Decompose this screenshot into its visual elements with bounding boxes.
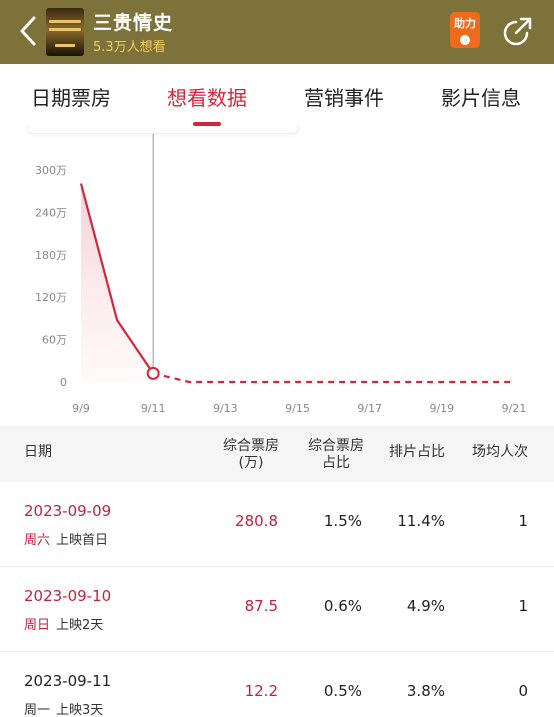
row-day-info: 周一 上映3天 [24, 703, 104, 717]
table-row[interactable]: 2023-09-09 周六 上映首日 280.8 1.5% 11.4% 1 [0, 482, 554, 567]
table-row[interactable]: 2023-09-11 周一 上映3天 12.2 0.5% 3.8% 0 [0, 652, 554, 717]
y-tick-label: 0 [60, 376, 67, 389]
y-tick-label: 300万 [35, 164, 67, 177]
share-icon [503, 17, 532, 46]
row-date: 2023-09-11 [24, 672, 112, 690]
share-button[interactable] [501, 14, 535, 48]
series-line [79, 183, 155, 374]
tab-bar: 日期票房 想看数据 营销事件 影片信息 [0, 64, 554, 126]
movie-title: 三贵情史 [93, 12, 174, 34]
th-avg-attendance: 场均人次 [472, 444, 528, 460]
th-box-share: 综合票房 占比 [308, 438, 364, 471]
x-tick-label: 9/19 [429, 402, 454, 415]
top-bar: 三贵情史 5.3万人想看 助力 [0, 0, 554, 64]
table-row[interactable]: 2023-09-10 周日 上映2天 87.5 0.6% 4.9% 1 [0, 567, 554, 652]
x-tick-label: 9/11 [141, 402, 166, 415]
th-box-office: 综合票房 (万) [223, 438, 279, 471]
box-office-line-chart[interactable]: 300万 240万 180万 120万 60万 0 9/9 9/11 9/13 9/15 9/17… [0, 126, 554, 426]
chart-tooltip-card [27, 126, 299, 134]
tab-film-info[interactable]: 影片信息 [441, 86, 521, 110]
boost-icon [460, 35, 470, 45]
x-tick-label: 9/15 [285, 402, 310, 415]
row-avg-attendance: 1 [518, 512, 528, 530]
x-tick-label: 9/13 [213, 402, 238, 415]
row-date: 2023-09-10 [24, 587, 112, 605]
row-screen-share: 11.4% [397, 512, 445, 530]
row-date: 2023-09-09 [24, 502, 112, 520]
y-tick-label: 120万 [35, 291, 67, 304]
series-line-forecast [152, 372, 514, 384]
chevron-left-icon [20, 16, 36, 46]
data-point-highlight[interactable] [146, 366, 160, 380]
y-tick-label: 240万 [35, 206, 67, 219]
row-box-office: 12.2 [244, 682, 278, 700]
boost-button[interactable]: 助力 [450, 12, 480, 48]
row-box-share: 1.5% [323, 512, 362, 530]
boost-label: 助力 [454, 17, 476, 30]
x-tick-label: 9/17 [357, 402, 382, 415]
th-date: 日期 [24, 444, 52, 460]
tab-marketing-events[interactable]: 营销事件 [304, 86, 384, 110]
row-day-info: 周六 上映首日 [24, 533, 109, 548]
y-tick-label: 180万 [35, 249, 67, 262]
th-screen-share: 排片占比 [389, 444, 445, 460]
box-office-table: 日期 综合票房 (万) 综合票房 占比 排片占比 场均人次 2023-09-09… [0, 426, 554, 717]
row-box-share: 0.6% [323, 597, 362, 615]
row-screen-share: 4.9% [406, 597, 445, 615]
x-tick-label: 9/21 [502, 402, 527, 415]
movie-poster[interactable] [46, 8, 84, 56]
active-tab-indicator [193, 122, 221, 126]
row-avg-attendance: 1 [518, 597, 528, 615]
row-day-info: 周日 上映2天 [24, 618, 104, 633]
table-header: 日期 综合票房 (万) 综合票房 占比 排片占比 场均人次 [0, 426, 554, 482]
x-tick-label: 9/9 [72, 402, 90, 415]
row-avg-attendance: 0 [518, 682, 528, 700]
y-tick-label: 60万 [42, 334, 67, 347]
row-box-office: 87.5 [244, 597, 278, 615]
want-to-see-count: 5.3万人想看 [93, 40, 166, 55]
tab-want-to-see[interactable]: 想看数据 [167, 86, 247, 110]
row-screen-share: 3.8% [406, 682, 445, 700]
series-area [81, 183, 154, 382]
tab-daily-box-office[interactable]: 日期票房 [31, 86, 111, 110]
row-box-share: 0.5% [323, 682, 362, 700]
row-box-office: 280.8 [235, 512, 278, 530]
back-button[interactable] [14, 14, 44, 48]
